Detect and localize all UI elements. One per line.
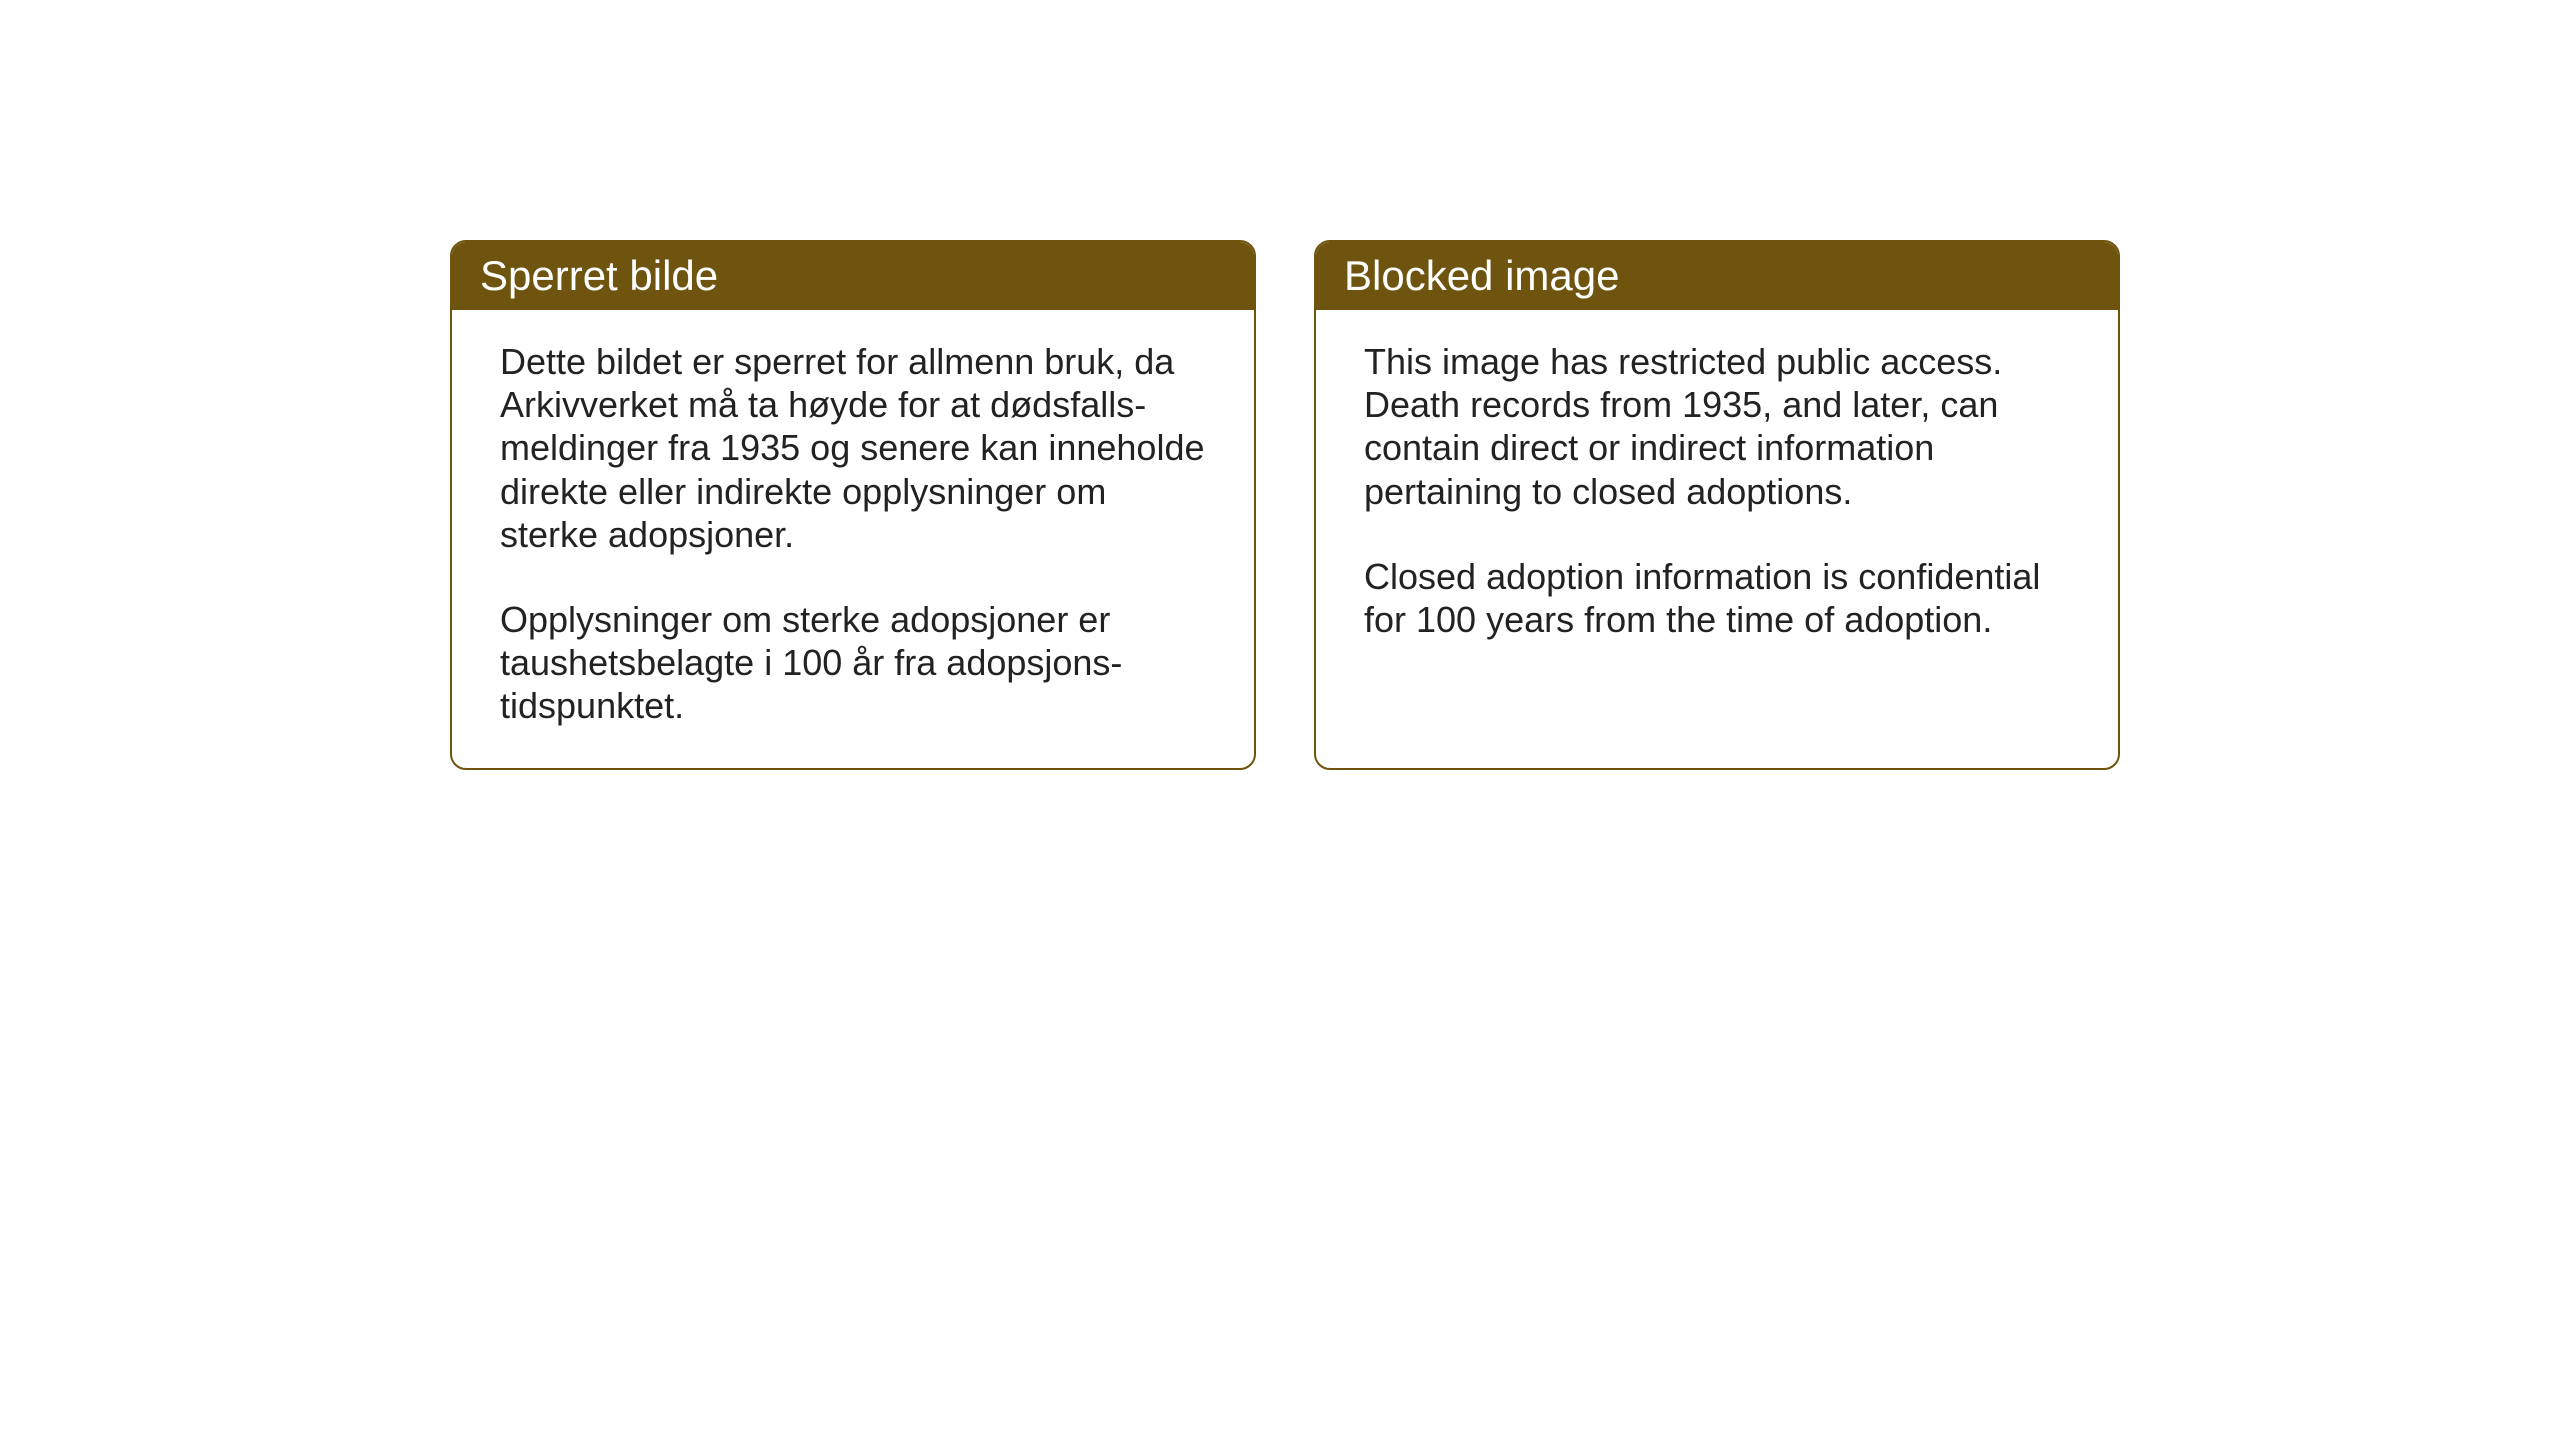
english-card: Blocked image This image has restricted …	[1314, 240, 2120, 770]
english-paragraph-2: Closed adoption information is confident…	[1364, 555, 2070, 641]
cards-container: Sperret bilde Dette bildet er sperret fo…	[450, 240, 2120, 770]
norwegian-paragraph-1: Dette bildet er sperret for allmenn bruk…	[500, 340, 1206, 556]
norwegian-card-title: Sperret bilde	[480, 252, 718, 299]
norwegian-card-body: Dette bildet er sperret for allmenn bruk…	[452, 310, 1254, 768]
english-card-body: This image has restricted public access.…	[1316, 310, 2118, 750]
english-card-header: Blocked image	[1316, 242, 2118, 310]
norwegian-paragraph-2: Opplysninger om sterke adopsjoner er tau…	[500, 598, 1206, 728]
english-card-title: Blocked image	[1344, 252, 1619, 299]
norwegian-card: Sperret bilde Dette bildet er sperret fo…	[450, 240, 1256, 770]
english-paragraph-1: This image has restricted public access.…	[1364, 340, 2070, 513]
norwegian-card-header: Sperret bilde	[452, 242, 1254, 310]
